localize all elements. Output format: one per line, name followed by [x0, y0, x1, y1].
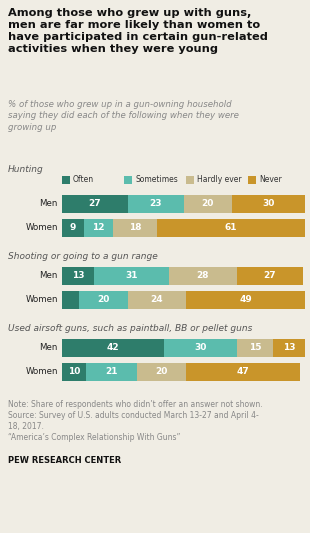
Text: 24: 24 — [150, 295, 163, 304]
Text: 10: 10 — [68, 367, 80, 376]
Text: Women: Women — [25, 295, 58, 304]
Text: 31: 31 — [125, 271, 138, 280]
Bar — [128, 291, 186, 309]
Text: 20: 20 — [97, 295, 109, 304]
Text: PEW RESEARCH CENTER: PEW RESEARCH CENTER — [8, 456, 121, 465]
Bar — [62, 176, 70, 184]
Bar — [186, 291, 305, 309]
Text: Shooting or going to a gun range: Shooting or going to a gun range — [8, 252, 158, 261]
Text: 23: 23 — [149, 199, 162, 208]
Text: Note: Share of respondents who didn’t offer an answer not shown.: Note: Share of respondents who didn’t of… — [8, 400, 263, 409]
Text: Never: Never — [259, 175, 282, 184]
Bar — [186, 176, 194, 184]
Text: 30: 30 — [262, 199, 275, 208]
Text: 27: 27 — [264, 271, 276, 280]
Text: 42: 42 — [107, 343, 119, 352]
Text: 18, 2017.: 18, 2017. — [8, 422, 44, 431]
Bar — [62, 195, 128, 213]
Bar — [237, 339, 273, 357]
Text: 47: 47 — [237, 367, 250, 376]
Text: Source: Survey of U.S. adults conducted March 13-27 and April 4-: Source: Survey of U.S. adults conducted … — [8, 411, 259, 420]
Text: 12: 12 — [92, 223, 105, 232]
Bar — [124, 176, 132, 184]
Bar — [232, 195, 305, 213]
Text: Often: Often — [73, 175, 94, 184]
Bar — [137, 363, 186, 381]
Bar — [128, 195, 184, 213]
Bar — [62, 219, 84, 237]
Text: Men: Men — [40, 199, 58, 208]
Text: 21: 21 — [106, 367, 118, 376]
Text: 30: 30 — [194, 343, 207, 352]
Text: % of those who grew up in a gun-owning household
saying they did each of the fol: % of those who grew up in a gun-owning h… — [8, 100, 239, 132]
Text: 20: 20 — [202, 199, 214, 208]
Text: Among those who grew up with guns,
men are far more likely than women to
have pa: Among those who grew up with guns, men a… — [8, 8, 268, 54]
Text: “America’s Complex Relationship With Guns”: “America’s Complex Relationship With Gun… — [8, 433, 180, 442]
Bar — [86, 363, 137, 381]
Text: 13: 13 — [283, 343, 295, 352]
Text: Men: Men — [40, 343, 58, 352]
Bar — [157, 219, 305, 237]
Text: Hardly ever: Hardly ever — [197, 175, 241, 184]
Text: 15: 15 — [249, 343, 261, 352]
Bar — [237, 267, 303, 285]
Text: Used airsoft guns, such as paintball, BB or pellet guns: Used airsoft guns, such as paintball, BB… — [8, 324, 252, 333]
Bar — [62, 339, 164, 357]
Bar — [169, 267, 237, 285]
Bar — [84, 219, 113, 237]
Bar — [273, 339, 305, 357]
Text: Women: Women — [25, 367, 58, 376]
Text: 18: 18 — [129, 223, 141, 232]
Bar — [62, 363, 86, 381]
Text: 13: 13 — [72, 271, 84, 280]
Text: 9: 9 — [70, 223, 76, 232]
Bar — [62, 291, 79, 309]
Text: 49: 49 — [239, 295, 252, 304]
Bar — [62, 267, 94, 285]
Bar — [79, 291, 128, 309]
Text: 20: 20 — [155, 367, 168, 376]
Bar — [164, 339, 237, 357]
Bar — [94, 267, 169, 285]
Text: Hunting: Hunting — [8, 165, 44, 174]
Bar — [248, 176, 256, 184]
Text: 61: 61 — [225, 223, 237, 232]
Text: 28: 28 — [197, 271, 209, 280]
Text: 27: 27 — [88, 199, 101, 208]
Bar — [113, 219, 157, 237]
Bar — [184, 195, 232, 213]
Text: Women: Women — [25, 223, 58, 232]
Text: Men: Men — [40, 271, 58, 280]
Text: Sometimes: Sometimes — [135, 175, 178, 184]
Bar — [186, 363, 300, 381]
